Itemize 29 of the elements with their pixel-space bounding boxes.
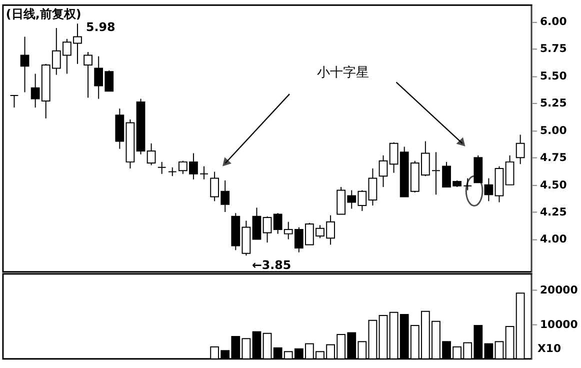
annotation: 5.98 — [86, 20, 116, 34]
y-tick-label: 4.50 — [540, 178, 568, 192]
candlestick — [20, 36, 30, 93]
chart-title: (日线,前复权) — [6, 6, 82, 21]
candlestick — [432, 152, 440, 196]
y-tick-label: 4.25 — [540, 205, 567, 218]
y-tick-label: 6.00 — [540, 14, 568, 28]
y-tick-label: 4.00 — [540, 232, 568, 246]
annotation: 小十字星 — [317, 64, 370, 80]
candlestick — [368, 168, 378, 206]
candlestick — [84, 51, 92, 98]
candlestick — [252, 207, 262, 240]
candlestick — [505, 154, 514, 186]
candlestick — [146, 142, 156, 166]
y-tick-label: 5.25 — [540, 96, 567, 110]
candlestick — [516, 134, 525, 165]
candlestick — [10, 95, 19, 108]
y-tick-label: 5.75 — [540, 42, 567, 56]
y-tick-label: 10000 — [540, 318, 578, 331]
candlestick — [200, 166, 208, 180]
candlestick — [157, 161, 166, 174]
text: X10 — [538, 342, 562, 355]
candlestick — [378, 154, 388, 188]
annotation: ←3.85 — [252, 258, 292, 272]
y-tick-label: 5.50 — [540, 69, 568, 82]
y-tick-label: 5.00 — [540, 124, 568, 137]
candlestick — [262, 216, 272, 244]
y-tick-label: 4.75 — [540, 151, 567, 164]
y-tick-label: 20000 — [540, 284, 578, 297]
